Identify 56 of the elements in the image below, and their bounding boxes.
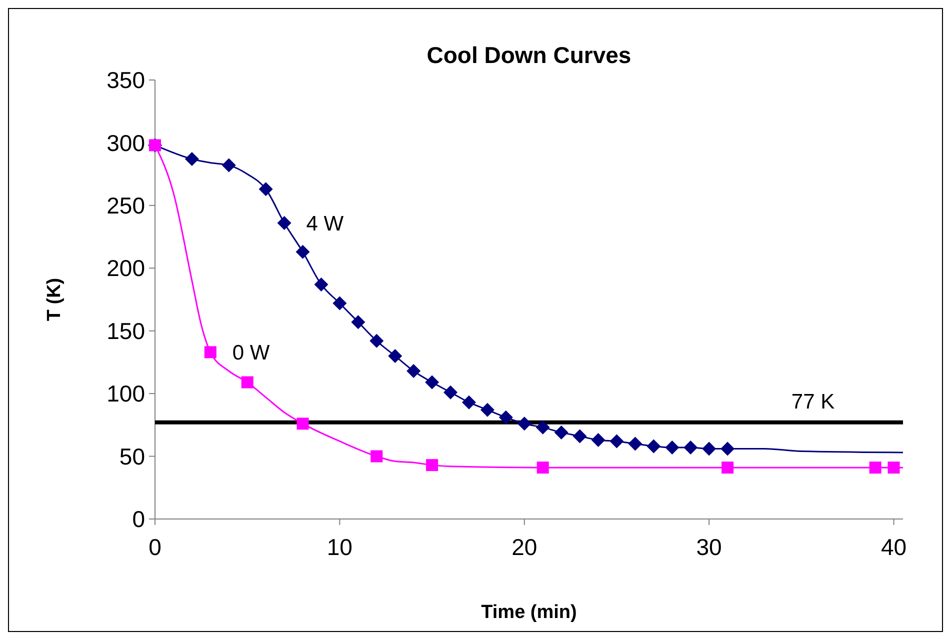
ref-line-label: 77 K <box>791 390 835 414</box>
point <box>222 158 236 172</box>
x-tick-label: 0 <box>148 534 162 560</box>
point <box>665 440 680 455</box>
point <box>702 442 716 456</box>
point <box>184 152 199 166</box>
point <box>720 442 735 456</box>
point <box>444 385 458 400</box>
point <box>204 346 216 358</box>
point <box>462 395 476 410</box>
x-axis-title: Time (min) <box>481 602 577 623</box>
y-tick-label: 350 <box>106 67 145 94</box>
y-tick-label: 50 <box>119 443 145 470</box>
series-label: 4 W <box>306 212 344 236</box>
chart-title: Cool Down Curves <box>426 42 632 68</box>
y-tick-label: 200 <box>106 255 145 282</box>
point <box>370 450 383 462</box>
point <box>517 416 532 431</box>
point <box>536 462 549 474</box>
point <box>888 462 900 474</box>
point <box>277 216 292 230</box>
y-tick-label: 300 <box>106 130 145 156</box>
point <box>628 436 642 451</box>
point <box>722 462 734 474</box>
point <box>332 296 347 310</box>
point <box>554 425 568 440</box>
point <box>314 277 328 292</box>
x-tick-label: 40 <box>880 534 907 560</box>
point <box>610 434 624 448</box>
y-axis-title: T (K) <box>44 278 65 322</box>
point <box>296 244 310 259</box>
point <box>498 410 513 424</box>
point <box>426 459 438 472</box>
point <box>241 376 254 388</box>
y-tick-label: 0 <box>132 506 145 532</box>
x-tick-label: 10 <box>326 534 352 560</box>
point <box>572 429 587 444</box>
point <box>370 334 384 348</box>
point <box>258 182 273 196</box>
point <box>646 439 661 454</box>
point <box>296 418 309 430</box>
point <box>406 364 421 378</box>
y-tick-label: 250 <box>106 192 145 218</box>
x-tick-label: 20 <box>512 534 538 560</box>
point <box>591 432 606 447</box>
y-tick-label: 150 <box>106 318 145 344</box>
point <box>351 315 366 330</box>
point <box>388 348 402 363</box>
point <box>425 375 440 390</box>
point <box>480 402 494 417</box>
point <box>684 440 698 455</box>
y-tick-label: 100 <box>106 380 145 407</box>
point <box>869 462 882 474</box>
series-label: 0 W <box>232 342 270 365</box>
x-tick-label: 30 <box>696 534 722 560</box>
point <box>536 420 550 434</box>
